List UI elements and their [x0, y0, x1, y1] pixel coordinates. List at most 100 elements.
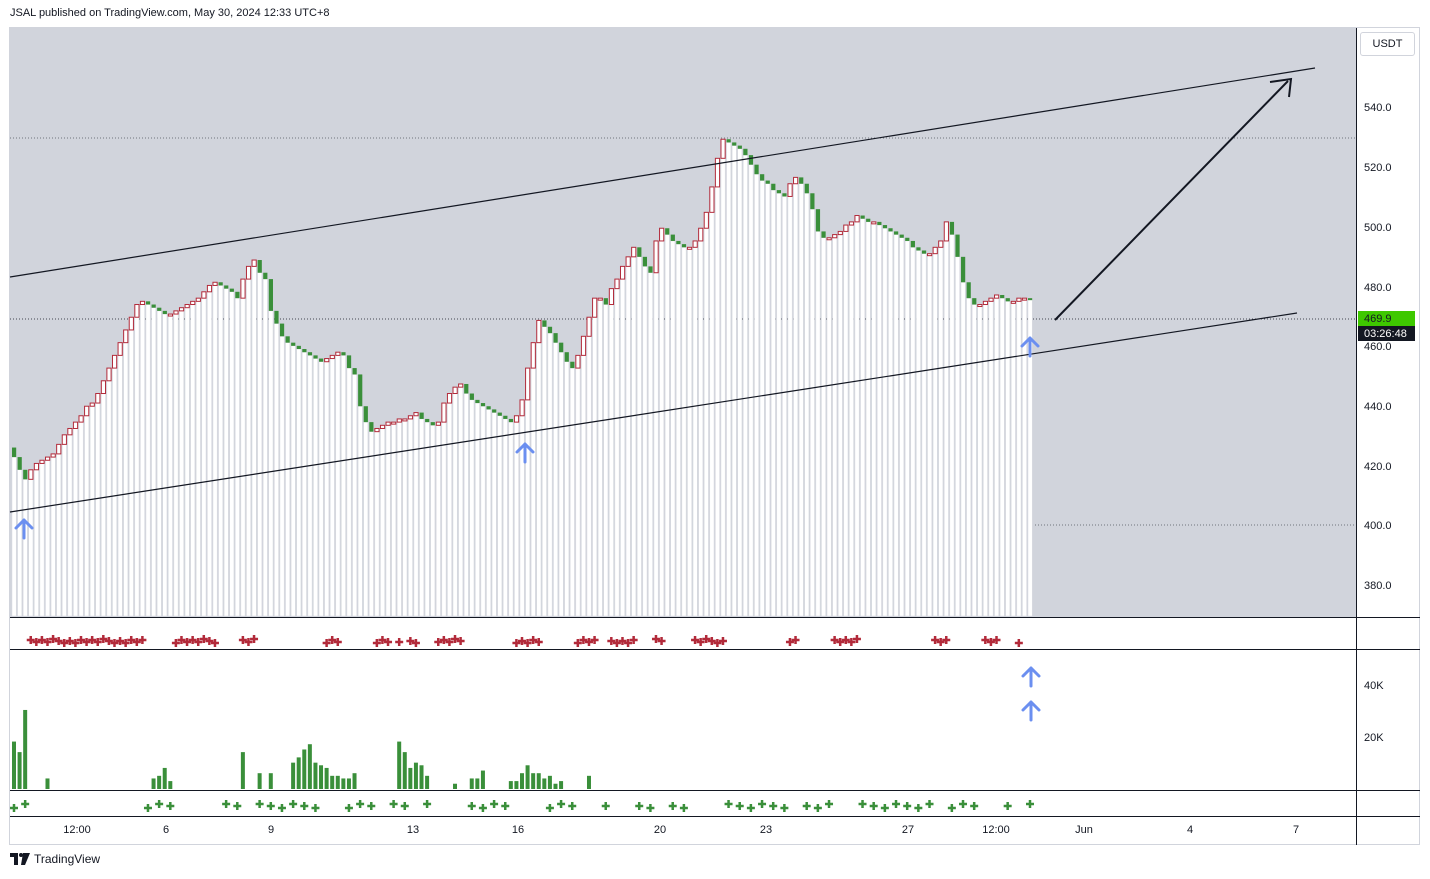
price-column [469, 399, 475, 617]
green-cross-mark [813, 804, 822, 812]
candle [1028, 298, 1033, 301]
green-cross-mark [780, 804, 789, 812]
green-cross-mark [769, 802, 778, 810]
volume-bar [475, 778, 480, 789]
volume-bar [520, 773, 524, 789]
price-column [458, 383, 464, 617]
candle [374, 427, 380, 433]
price-column [374, 428, 380, 617]
candle [162, 310, 167, 315]
currency-selector[interactable]: USDT [1360, 32, 1415, 56]
price-column [156, 310, 162, 617]
candle [826, 237, 832, 241]
green-cross-mark [545, 804, 554, 812]
candle [686, 246, 693, 250]
price-column [430, 425, 436, 617]
candle [586, 316, 592, 337]
red-cross-mark [244, 638, 253, 646]
green-cross-mark [892, 800, 901, 808]
volume-bar [324, 767, 329, 789]
red-cross-mark [372, 639, 381, 647]
green-cross-mark [568, 802, 577, 810]
price-column [140, 301, 145, 617]
price-column [525, 367, 531, 617]
price-column [888, 231, 893, 617]
price-column [994, 294, 999, 617]
candle [17, 457, 22, 470]
candle [832, 234, 838, 239]
price-column [463, 393, 469, 617]
red-cross-mark [171, 639, 180, 647]
candle [28, 469, 34, 480]
red-cross-mark [411, 639, 420, 647]
price-column [508, 421, 514, 617]
price-column [441, 402, 447, 617]
time-tick: Jun [1075, 824, 1093, 836]
green-cross-mark [423, 800, 432, 808]
red-cross-mark [523, 639, 532, 647]
volume-bar [162, 767, 167, 789]
candle [631, 246, 637, 258]
price-tick: 460.0 [1364, 341, 1392, 353]
price-column [692, 240, 698, 617]
candle [1000, 294, 1005, 299]
price-column [687, 247, 692, 617]
candle [106, 367, 112, 382]
red-cross-mark [127, 636, 136, 644]
candle [319, 358, 324, 362]
volume-bar [469, 778, 474, 789]
price-column [290, 345, 296, 617]
candle [335, 351, 341, 356]
candle [475, 399, 480, 404]
price-column [904, 240, 910, 617]
price-column [703, 212, 709, 617]
red-cross-mark [65, 637, 74, 645]
volume-bar [23, 709, 28, 789]
candle [597, 297, 603, 301]
candle [263, 272, 268, 280]
indicator-pane-1 [10, 618, 1356, 649]
candle [793, 176, 799, 185]
candle [329, 354, 335, 360]
candle [167, 313, 174, 317]
price-column [73, 421, 78, 617]
candle [977, 304, 983, 308]
volume-bar [346, 778, 351, 789]
green-cross-mark [601, 802, 610, 810]
price-column [530, 342, 536, 617]
price-column [698, 227, 704, 617]
red-cross-mark [49, 635, 58, 643]
price-column [558, 351, 564, 617]
price-column [22, 479, 28, 617]
price-column [207, 285, 212, 617]
indicator-pane-2 [10, 791, 1356, 816]
price-column [648, 272, 653, 617]
candle [346, 355, 352, 369]
candle [837, 230, 843, 236]
green-cross-mark [880, 804, 889, 812]
footer-brand[interactable]: TradingView [10, 852, 100, 866]
red-cross-mark [82, 638, 91, 646]
price-column [547, 332, 553, 617]
green-cross-mark [222, 800, 231, 808]
price-tick: 500.0 [1364, 222, 1392, 234]
red-cross-mark [121, 639, 130, 647]
price-column [168, 313, 173, 617]
price-column [28, 469, 34, 617]
candle [486, 406, 491, 410]
price-column [586, 316, 592, 617]
volume-tick: 40K [1364, 680, 1384, 692]
red-cross-mark [713, 639, 722, 647]
price-column [391, 421, 397, 617]
green-cross-mark [266, 802, 275, 810]
candle [39, 459, 45, 464]
green-cross-mark [970, 802, 979, 810]
price-tick: 400.0 [1364, 520, 1392, 532]
volume-tick: 20K [1364, 732, 1384, 744]
countdown-value: 03:26:48 [1364, 328, 1407, 340]
candle [229, 288, 234, 292]
volume-bar [168, 781, 173, 789]
red-cross-mark [785, 638, 794, 646]
price-column [810, 208, 815, 617]
